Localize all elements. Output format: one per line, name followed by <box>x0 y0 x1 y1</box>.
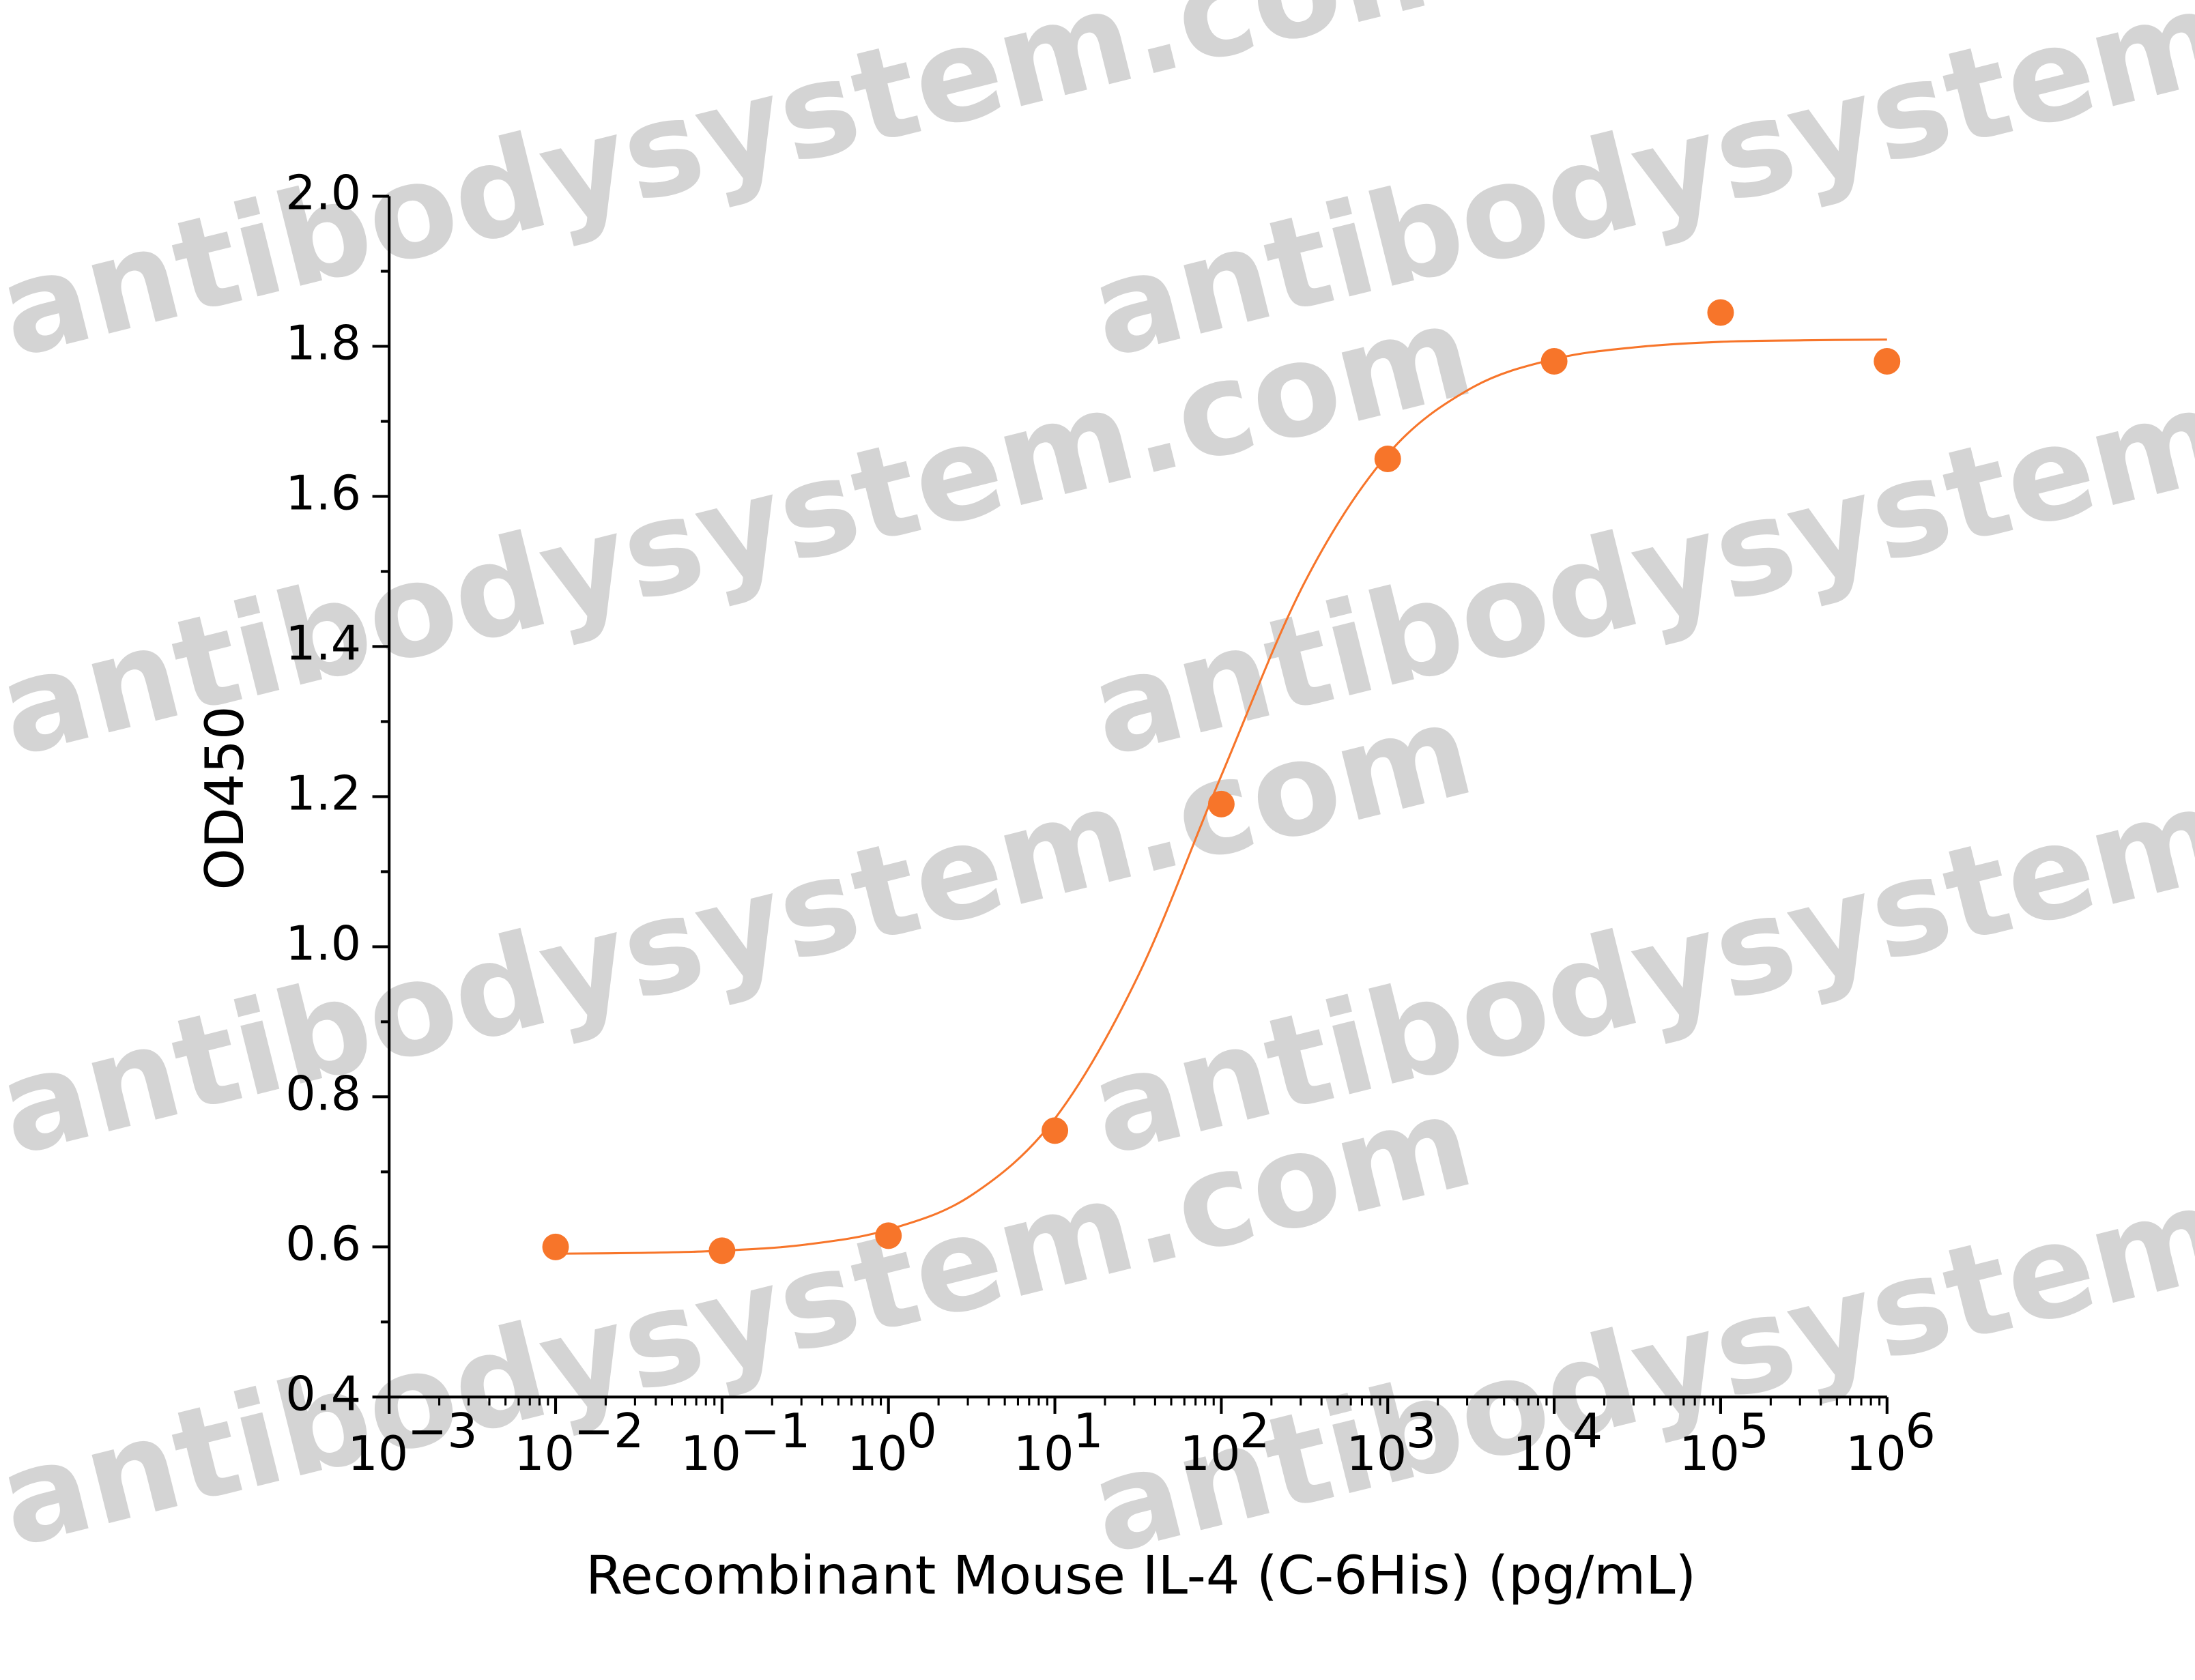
x-tick-label: 10 <box>1180 1426 1241 1481</box>
x-tick-label: 10 <box>514 1426 575 1481</box>
x-tick-label: 10 <box>680 1426 741 1481</box>
x-axis-title: Recombinant Mouse IL-4 (C-6His) (pg/mL) <box>586 1545 1696 1606</box>
x-tick-exponent: −3 <box>407 1404 478 1459</box>
y-tick-label: 1.2 <box>285 766 361 821</box>
data-point <box>708 1237 736 1264</box>
y-tick-label: 1.8 <box>285 316 361 371</box>
data-point <box>1374 445 1401 472</box>
data-point <box>1207 790 1235 817</box>
x-tick-exponent: 0 <box>906 1404 936 1459</box>
x-tick-label: 10 <box>347 1426 408 1481</box>
y-tick-label: 2.0 <box>285 166 361 221</box>
y-axis-title: OD450 <box>195 706 256 890</box>
data-point <box>1042 1117 1069 1144</box>
x-tick-label: 10 <box>1679 1426 1740 1481</box>
y-tick-label: 1.6 <box>285 466 361 521</box>
x-tick-exponent: 4 <box>1573 1404 1603 1459</box>
y-tick-label: 1.0 <box>285 916 361 971</box>
data-point <box>1707 299 1734 326</box>
x-tick-exponent: 6 <box>1905 1404 1935 1459</box>
y-tick-label: 0.4 <box>285 1366 361 1421</box>
data-point <box>542 1233 569 1260</box>
y-tick-label: 1.4 <box>285 615 361 671</box>
x-tick-label: 10 <box>1014 1426 1074 1481</box>
x-tick-label: 10 <box>1846 1426 1906 1481</box>
y-tick-label: 0.6 <box>285 1216 361 1271</box>
x-tick-exponent: 5 <box>1739 1404 1769 1459</box>
y-tick-label: 0.8 <box>285 1066 361 1121</box>
data-point <box>1874 348 1901 375</box>
data-point <box>875 1222 902 1249</box>
x-tick-exponent: 1 <box>1073 1404 1103 1459</box>
fit-curve <box>556 338 1887 1255</box>
x-tick-label: 10 <box>1346 1426 1407 1481</box>
x-tick-label: 10 <box>847 1426 908 1481</box>
x-tick-exponent: 2 <box>1239 1404 1269 1459</box>
x-tick-exponent: −2 <box>574 1404 644 1459</box>
x-tick-exponent: 3 <box>1406 1404 1436 1459</box>
x-tick-exponent: −1 <box>741 1404 811 1459</box>
x-tick-label: 10 <box>1512 1426 1573 1481</box>
data-point <box>1540 348 1568 375</box>
